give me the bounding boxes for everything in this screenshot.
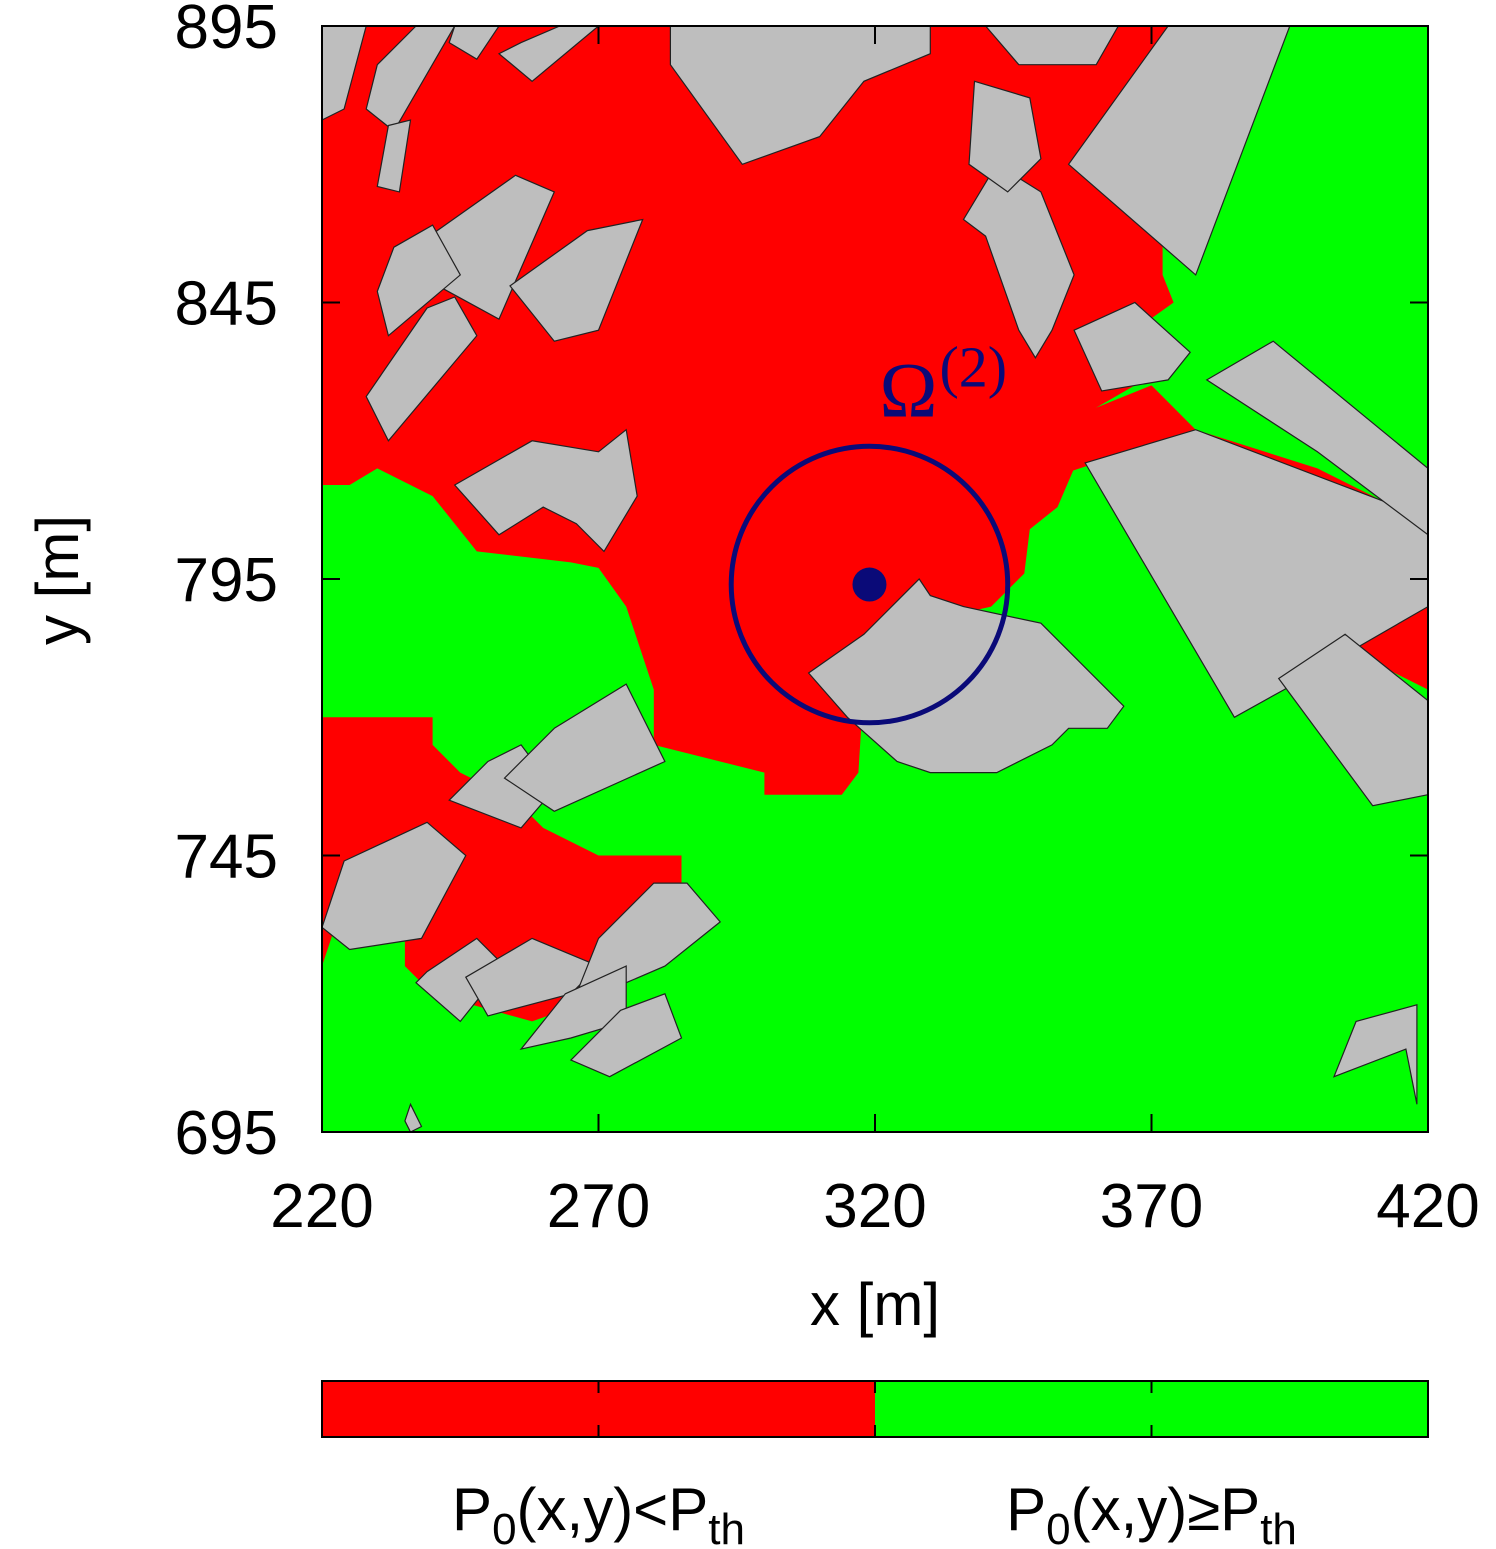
y-tick-label-895: 895 xyxy=(175,0,278,62)
building-17 xyxy=(1277,633,1428,807)
x-tick-label-420: 420 xyxy=(1376,1172,1479,1241)
below-threshold-region-2 xyxy=(322,717,682,1022)
building-15 xyxy=(1073,301,1192,392)
x-tick-label-370: 370 xyxy=(1100,1172,1203,1241)
y-tick-label-745: 745 xyxy=(175,823,278,892)
building-19 xyxy=(968,80,1042,193)
building-18 xyxy=(962,163,1075,359)
region-label-superscript: (2) xyxy=(939,335,1007,400)
building-4 xyxy=(669,26,931,166)
legend-label-0: P0(x,y)<Pth xyxy=(452,1476,745,1549)
building-28 xyxy=(1332,1004,1418,1105)
x-tick-label-320: 320 xyxy=(823,1172,926,1241)
region-circle xyxy=(728,443,1011,726)
legend-label-1: P0(x,y)≥Pth xyxy=(1006,1476,1297,1549)
plot-area xyxy=(322,26,1428,1132)
building-0 xyxy=(322,26,367,121)
y-tick-label-795: 795 xyxy=(175,546,278,615)
building-11 xyxy=(509,218,644,342)
building-10 xyxy=(365,296,478,442)
building-26 xyxy=(519,965,627,1051)
buildings-layer xyxy=(322,26,1428,1132)
region-center-point xyxy=(852,567,887,602)
x-tick-label-220: 220 xyxy=(270,1172,373,1241)
legend: P0(x,y)<Pth P0(x,y)≥Pth xyxy=(321,1380,1429,1549)
building-2 xyxy=(448,26,500,61)
building-13 xyxy=(807,578,1125,774)
building-3 xyxy=(497,26,600,83)
y-axis-label: y [m] xyxy=(24,515,91,645)
building-6 xyxy=(1067,26,1291,276)
x-tick-label-270: 270 xyxy=(547,1172,650,1241)
building-7 xyxy=(376,119,412,193)
building-16 xyxy=(1205,340,1428,536)
building-5 xyxy=(984,26,1119,66)
building-22 xyxy=(503,683,666,812)
building-9 xyxy=(376,224,462,337)
building-20 xyxy=(322,821,467,951)
y-tick-label-695: 695 xyxy=(175,1099,278,1168)
axis-ticks xyxy=(321,25,1429,1133)
building-12 xyxy=(453,428,638,553)
building-1 xyxy=(365,26,456,133)
building-29 xyxy=(404,1102,423,1132)
building-8 xyxy=(420,174,556,320)
y-tick-label-845: 845 xyxy=(175,270,278,339)
building-27 xyxy=(569,993,683,1078)
axis-tick-labels: 220 270 320 370 420 695 745 795 845 895 xyxy=(175,0,1480,1241)
x-axis-label: x [m] xyxy=(810,1271,940,1338)
region-marker-layer: Ω(2) xyxy=(728,335,1011,726)
